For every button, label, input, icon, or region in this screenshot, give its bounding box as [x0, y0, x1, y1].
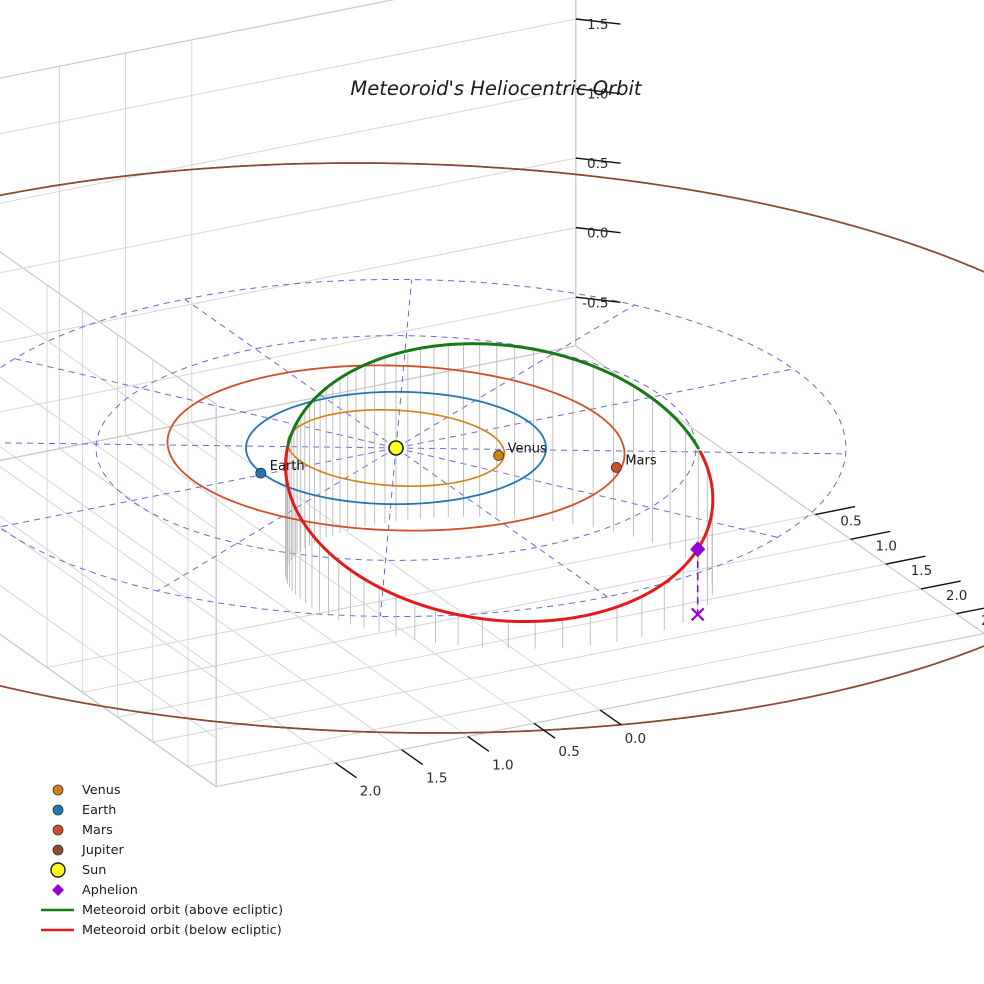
z-tickmark: [575, 157, 621, 164]
y-tickmark: [533, 722, 556, 739]
y-tick-label: 1.0: [492, 757, 513, 773]
legend-item-meteoroid-orbit-above-ecliptic[interactable]: Meteoroid orbit (above ecliptic): [41, 903, 283, 918]
earth-marker: [255, 467, 267, 479]
planet-orbits: [0, 162, 984, 734]
x-tick-label: 1.5: [911, 563, 932, 579]
y-tick-label: 0.0: [625, 731, 646, 747]
z-tickmark: [575, 226, 621, 234]
legend-swatch-circle: [52, 824, 64, 836]
z-tickmark: [575, 296, 621, 303]
planet-label-mars: Mars: [625, 453, 657, 468]
z-tick-label: 0.0: [587, 226, 608, 242]
legend: Venus Earth Mars Jupiter Sun Aphelion Meteoroi…: [41, 783, 283, 938]
y-tickmark: [599, 709, 622, 726]
jupiter-orbit-arc: [0, 685, 763, 734]
x-tickmark: [920, 580, 961, 590]
meteoroid-orbit-above: [286, 414, 303, 449]
legend-item-earth[interactable]: Earth: [52, 803, 116, 818]
legend-label: Mars: [82, 823, 113, 838]
y-tickmark: [467, 735, 490, 752]
venus-marker: [493, 450, 504, 461]
legend-item-jupiter[interactable]: Jupiter: [52, 843, 124, 858]
legend-item-aphelion[interactable]: Aphelion: [52, 883, 138, 898]
z-tickmark: [575, 18, 621, 25]
sun-marker: [388, 440, 404, 456]
x-tickmark: [850, 530, 891, 541]
x-tickmark: [955, 607, 984, 615]
legend-label: Sun: [82, 863, 106, 878]
mars-marker: [610, 462, 622, 473]
y-tick-label: 0.5: [558, 744, 579, 760]
jupiter-orbit-arc: [0, 162, 984, 707]
orbit-path: [166, 364, 626, 532]
meteoroid-orbit-below: [284, 446, 715, 624]
legend-swatch-circle: [52, 804, 64, 816]
z-tickmark: [575, 87, 621, 95]
y-tickmark: [401, 749, 424, 766]
legend-label: Aphelion: [82, 883, 138, 898]
legend-swatch-circle: [52, 784, 64, 796]
dropline-stems: [285, 343, 713, 649]
legend-label: Meteoroid orbit (above ecliptic): [82, 903, 283, 918]
legend-label: Meteoroid orbit (below ecliptic): [82, 923, 282, 938]
aphelion-ground-marker: [690, 607, 705, 622]
x-tick-label: 1.0: [875, 538, 896, 554]
axis-ticks: 0.5 1.0 1.5 2.0 2.5 0.0 0.5 1.0 1.5 2.0 1.5 1.0 0.5 0…: [334, 17, 984, 800]
legend-swatch-circle: [50, 862, 66, 878]
orbit-path: [286, 409, 506, 487]
body-markers: Venus Earth Mars: [255, 440, 706, 622]
x-tickmark: [815, 505, 856, 516]
page-title: Meteoroid's Heliocentric Orbit: [350, 77, 643, 100]
x-tick-label: 2.5: [981, 613, 984, 629]
meteoroid-orbit-above: [299, 342, 700, 450]
z-tick-label: -0.5: [582, 295, 608, 311]
z-tick-label: 1.5: [587, 17, 608, 33]
legend-item-mars[interactable]: Mars: [52, 823, 113, 838]
meteoroid-orbit: [284, 342, 715, 624]
y-tickmark: [334, 762, 357, 779]
legend-item-venus[interactable]: Venus: [52, 783, 121, 798]
y-tick-label: 1.5: [426, 771, 447, 787]
planet-label-venus: Venus: [508, 441, 547, 456]
x-tickmark: [885, 555, 926, 565]
legend-item-sun[interactable]: Sun: [50, 862, 106, 878]
legend-swatch-diamond: [52, 884, 64, 896]
aphelion-marker: [690, 541, 706, 558]
legend-label: Earth: [82, 803, 116, 818]
legend-label: Jupiter: [81, 843, 124, 858]
legend-item-meteoroid-orbit-below-ecliptic[interactable]: Meteoroid orbit (below ecliptic): [41, 923, 282, 938]
planet-label-earth: Earth: [270, 459, 305, 474]
orbit-path: [245, 390, 547, 506]
x-tick-label: 0.5: [840, 514, 861, 530]
z-tick-label: 1.0: [587, 87, 608, 103]
legend-swatch-circle: [52, 844, 64, 856]
y-tick-label: 2.0: [360, 784, 381, 800]
z-tick-label: 0.5: [587, 156, 608, 172]
x-tick-label: 2.0: [946, 588, 967, 604]
legend-label: Venus: [82, 783, 121, 798]
